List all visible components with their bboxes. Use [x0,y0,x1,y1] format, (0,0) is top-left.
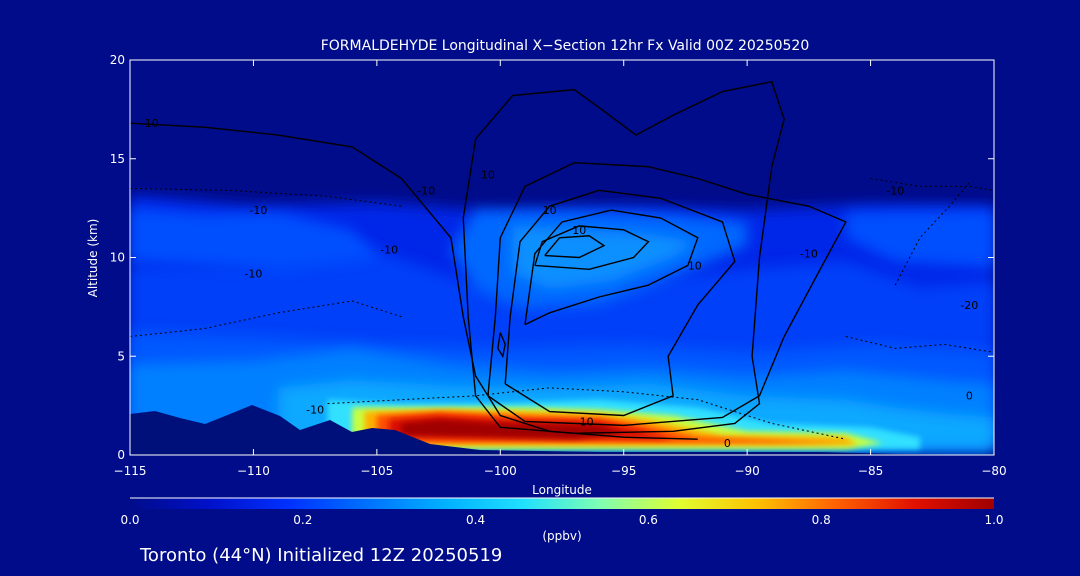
contour-line [487,161,847,427]
contour-line [497,332,506,359]
contour-label: -20 [960,299,978,312]
colorbar-label: (ppbv) [542,529,581,543]
contour-line [524,209,699,326]
contour-lines: -10 -10 -10 -10 -10 -10 10 10 10 -10 -10 -10 -20 0 10 0 [130,80,994,450]
x-tick-label: −80 [981,464,1006,478]
colorbar-tick-label: 0.6 [639,513,658,527]
footer-caption: Toronto (44°N) Initialized 12Z 20250519 [139,545,502,566]
colorbar-gradient [130,498,994,509]
contour-line [534,225,650,271]
y-axis-label: Altitude (km) [86,219,100,298]
contour-label: 0 [966,390,973,403]
chart-title: FORMALDEHYDE Longitudinal X−Section 12hr… [321,38,810,54]
contour-label: -10 [141,117,159,130]
x-tick-label: −105 [360,464,393,478]
contour-label: -10 [249,204,267,217]
x-tick-label: −100 [484,464,517,478]
contour-line [130,187,402,207]
x-tick-label: −85 [858,464,883,478]
plot-area: -10 -10 -10 -10 -10 -10 10 10 10 -10 -10 -10 -20 0 10 0 [130,60,994,455]
contour-line [130,300,402,337]
colorbar-tick-label: 0.4 [466,513,485,527]
y-tick-label: 15 [110,152,125,166]
contour-label: 0 [724,437,731,450]
contour-label: -10 [380,244,398,257]
field-layer [845,210,994,268]
field-layer [401,419,624,440]
contour-line [845,336,994,353]
colorbar-ticks: 0.0 0.2 0.4 0.6 0.8 1.0 [120,513,1003,527]
y-tick-label: 5 [117,349,125,363]
x-tick-label: −115 [114,464,147,478]
x-tick-label: −95 [611,464,636,478]
contour-label: 10 [481,169,495,182]
terrain [130,405,994,455]
y-tick-label: 10 [110,251,125,265]
colorbar-tick-label: 0.0 [120,513,139,527]
colorbar-tick-label: 0.8 [812,513,831,527]
contour-label: -10 [886,184,904,197]
contour-line [870,178,994,191]
contour-label: -10 [417,184,435,197]
x-tick-label: −110 [237,464,270,478]
contour-line [894,182,970,286]
y-tick-label: 20 [110,53,125,67]
x-tick-label: −90 [734,464,759,478]
colorbar-tick-label: 0.2 [293,513,312,527]
contour-label: 10 [543,204,557,217]
contour-label: -10 [306,404,324,417]
contour-line [462,80,785,434]
colorbar-tick-label: 1.0 [984,513,1003,527]
contour-label: -10 [800,248,818,261]
x-axis-label: Longitude [532,483,592,497]
contour-line [504,189,736,417]
colorbar: 0.0 0.2 0.4 0.6 0.8 1.0 (ppbv) [120,497,1004,543]
axes: −115 −110 −105 −100 −95 −90 −85 −80 0 5 10 15 20 [110,53,1007,478]
contour-line [544,235,606,259]
contour-label: -10 [684,259,702,272]
field-layer [130,208,377,270]
field-layer [512,225,698,290]
y-tick-label: 0 [117,448,125,462]
contour-label: -10 [244,267,262,280]
contour-label: 10 [572,224,586,237]
contour-label: 10 [580,415,594,428]
contour-line [327,387,846,440]
